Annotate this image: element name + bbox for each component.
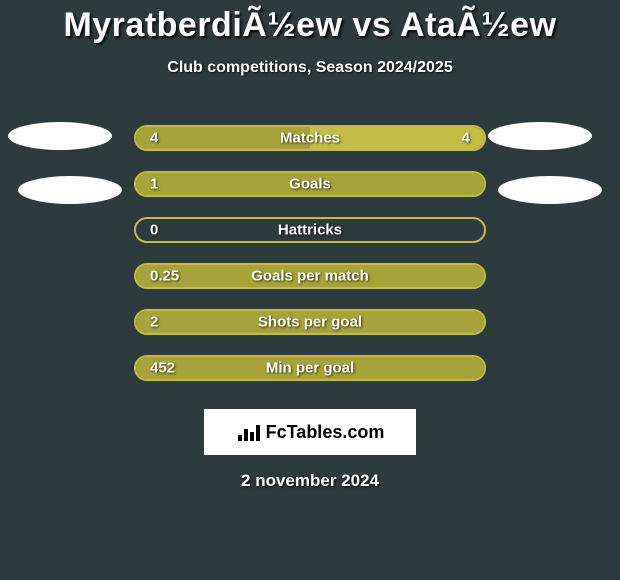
bar-track: 452 Min per goal <box>134 355 486 381</box>
value-left: 4 <box>150 130 158 147</box>
value-left: 452 <box>150 360 175 377</box>
value-left: 2 <box>150 314 158 331</box>
comparison-row: 0 Hattricks <box>0 207 620 253</box>
footer-date: 2 november 2024 <box>0 471 620 491</box>
value-left: 1 <box>150 176 158 193</box>
brand-box: FcTables.com <box>204 409 416 455</box>
bar-track: 0 Hattricks <box>134 217 486 243</box>
metric-label: Goals <box>289 176 331 193</box>
metric-label: Min per goal <box>266 360 354 377</box>
bar-track: 0.25 Goals per match <box>134 263 486 289</box>
comparison-row: 0.25 Goals per match <box>0 253 620 299</box>
bar-track: 2 Shots per goal <box>134 309 486 335</box>
value-right: 4 <box>462 130 470 147</box>
bar-track: 1 Goals <box>134 171 486 197</box>
value-left: 0 <box>150 222 158 239</box>
value-left: 0.25 <box>150 268 179 285</box>
metric-label: Hattricks <box>278 222 342 239</box>
comparison-rows: 4 4 Matches 1 Goals 0 Hattricks 0.25 Goals per m… <box>0 115 620 391</box>
bars-icon <box>236 421 264 443</box>
metric-label: Shots per goal <box>258 314 362 331</box>
comparison-row: 2 Shots per goal <box>0 299 620 345</box>
comparison-row: 4 4 Matches <box>0 115 620 161</box>
comparison-row: 452 Min per goal <box>0 345 620 391</box>
bar-track: 4 4 Matches <box>134 125 486 151</box>
subtitle: Club competitions, Season 2024/2025 <box>0 59 620 77</box>
comparison-row: 1 Goals <box>0 161 620 207</box>
metric-label: Matches <box>280 130 340 147</box>
page-title: MyratberdiÃ½ew vs AtaÃ½ew <box>0 0 620 45</box>
brand-text: FcTables.com <box>266 422 385 443</box>
metric-label: Goals per match <box>251 268 369 285</box>
